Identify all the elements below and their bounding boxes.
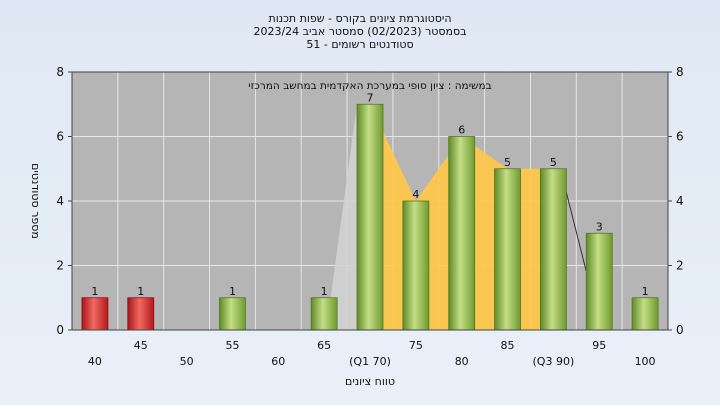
y-tick-label-left: 2: [56, 259, 64, 273]
x-tick-label-85: 85: [501, 339, 515, 352]
bar-40: [81, 297, 109, 331]
x-tick-label-70: (Q1 70): [349, 355, 391, 368]
x-tick-label-50: 50: [180, 355, 194, 368]
bar-75: [402, 200, 430, 331]
title-line-1: היסטוגרמת ציונים בקורס - שפות תכנות: [268, 12, 451, 25]
y-axis-title: מספר סטודנטים: [29, 163, 42, 239]
data-label-75: 4: [412, 188, 419, 201]
bar-55: [219, 297, 246, 331]
y-tick-label-left: 4: [56, 194, 64, 208]
data-labels: 1 1 1 1 7 4 6 5 5 3 1: [91, 91, 648, 298]
bar-100: [631, 297, 659, 331]
data-label-80: 6: [458, 124, 465, 137]
x-tick-label-45: 45: [134, 339, 148, 352]
x-tick-label-40: 40: [88, 355, 102, 368]
data-label-100: 1: [642, 285, 649, 298]
y-tick-label-right: 0: [676, 323, 684, 337]
y-tick-label-left: 6: [56, 130, 64, 144]
data-label-95: 3: [596, 220, 603, 233]
data-label-85: 5: [504, 156, 511, 169]
inner-caption: במשימה : ציון סופי במערכת האקדמית במחשב …: [248, 80, 491, 92]
y-tick-label-left: 0: [56, 323, 64, 337]
chart-title: היסטוגרמת ציונים בקורס - שפות תכנות בסמס…: [253, 12, 466, 51]
data-label-65: 1: [321, 285, 328, 298]
bar-80: [448, 136, 476, 331]
quartile-band-tail-left: [326, 104, 357, 330]
data-label-70: 7: [367, 91, 374, 104]
x-axis-title: טווח ציונים: [345, 375, 395, 388]
y-tick-label-left: 8: [56, 65, 64, 79]
y-tick-label-right: 8: [676, 65, 684, 79]
x-tick-label-95: 95: [592, 339, 606, 352]
bar-95: [585, 232, 613, 331]
bar-70: [356, 103, 384, 331]
x-tick-label-65: 65: [317, 339, 331, 352]
y-tick-label-right: 2: [676, 259, 684, 273]
bar-85: [494, 168, 521, 331]
data-label-55: 1: [229, 285, 236, 298]
x-tick-label-75: 75: [409, 339, 423, 352]
bars: [81, 103, 659, 331]
x-tick-label-55: 55: [225, 339, 239, 352]
data-label-90: 5: [550, 156, 557, 169]
data-label-40: 1: [91, 285, 98, 298]
data-label-45: 1: [137, 285, 144, 298]
bar-45: [127, 297, 155, 331]
x-tick-label-90: (Q3 90): [533, 355, 575, 368]
y-tick-label-right: 6: [676, 130, 684, 144]
y-tick-label-right: 4: [676, 194, 684, 208]
bar-65: [310, 297, 338, 331]
title-line-2: בסמסטר (02/2023) סמסטר אביב 2023/24: [253, 25, 466, 38]
x-tick-label-100: 100: [635, 355, 656, 368]
bar-90: [539, 168, 567, 331]
x-tick-label-60: 60: [271, 355, 285, 368]
x-tick-label-80: 80: [455, 355, 469, 368]
title-line-3: סטודנטים רשומים - 51: [306, 38, 413, 51]
